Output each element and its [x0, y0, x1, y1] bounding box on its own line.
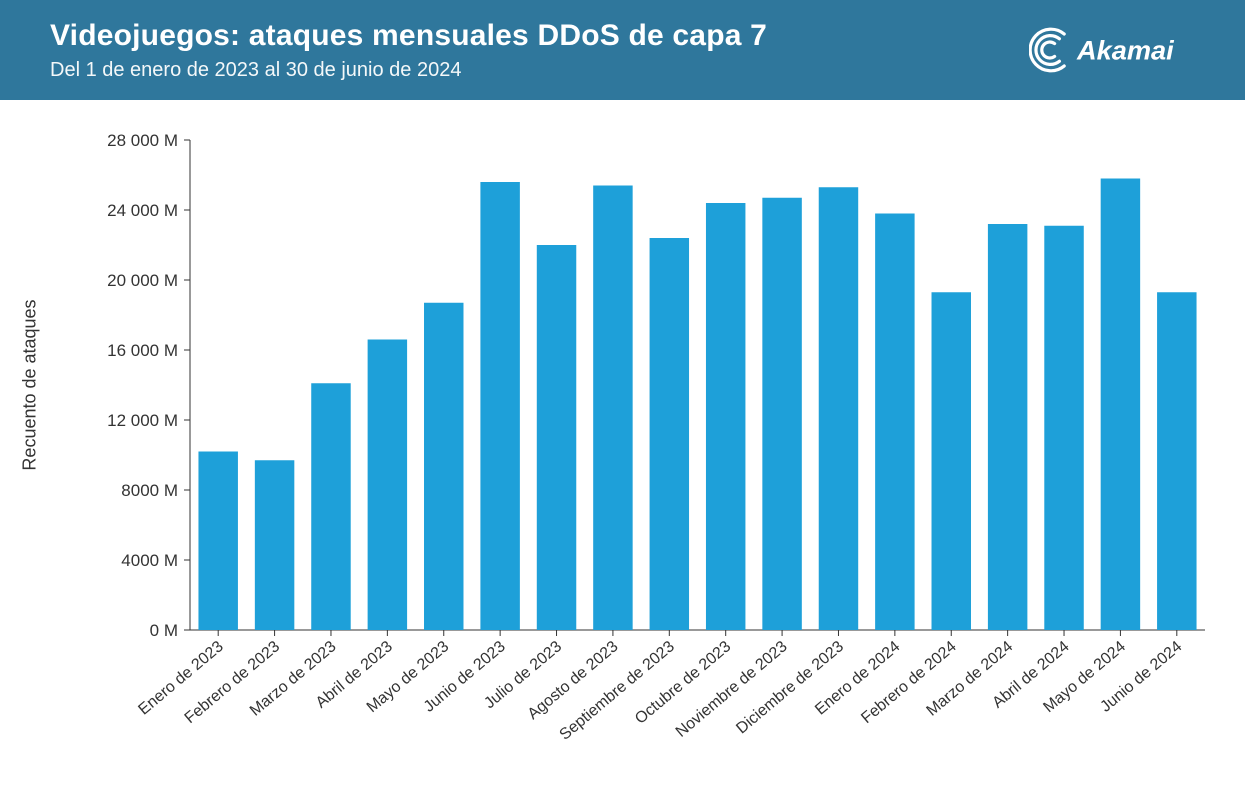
- bar: [593, 186, 632, 631]
- y-tick-label: 16 000 M: [107, 341, 178, 360]
- header-text-block: Videojuegos: ataques mensuales DDoS de c…: [50, 19, 767, 82]
- bar: [875, 214, 914, 631]
- bar: [368, 340, 407, 631]
- bar: [255, 460, 294, 630]
- y-tick-label: 12 000 M: [107, 411, 178, 430]
- bar: [1157, 292, 1196, 630]
- x-tick-label: Diciembre de 2023: [733, 638, 847, 737]
- x-tick-label: Octubre de 2023: [632, 638, 734, 728]
- bar: [480, 182, 519, 630]
- akamai-logo: Akamai: [1029, 26, 1205, 74]
- bar: [537, 245, 576, 630]
- y-tick-label: 24 000 M: [107, 201, 178, 220]
- y-tick-label: 28 000 M: [107, 131, 178, 150]
- x-tick-label: Febrero de 2024: [858, 638, 960, 727]
- y-tick-label: 0 M: [150, 621, 178, 640]
- bar: [198, 452, 237, 631]
- bar: [819, 187, 858, 630]
- bar: [762, 198, 801, 630]
- x-tick-label: Febrero de 2023: [182, 638, 284, 727]
- bar: [650, 238, 689, 630]
- bar: [1044, 226, 1083, 630]
- page: Videojuegos: ataques mensuales DDoS de c…: [0, 0, 1245, 800]
- bar: [1101, 179, 1140, 631]
- bar: [988, 224, 1027, 630]
- logo-text: Akamai: [1076, 35, 1175, 66]
- y-tick-label: 4000 M: [121, 551, 178, 570]
- y-tick-label: 20 000 M: [107, 271, 178, 290]
- page-subtitle: Del 1 de enero de 2023 al 30 de junio de…: [50, 59, 767, 82]
- bar: [706, 203, 745, 630]
- bar-chart: 0 M 4000 M 8000 M 12 000 M 16 000 M 20 000 M 2…: [0, 100, 1245, 800]
- header-bar: Videojuegos: ataques mensuales DDoS de c…: [0, 0, 1245, 100]
- page-title: Videojuegos: ataques mensuales DDoS de c…: [50, 19, 767, 53]
- bar: [311, 383, 350, 630]
- x-tick-label: Noviembre de 2023: [673, 638, 791, 741]
- bar: [424, 303, 463, 630]
- bar: [932, 292, 971, 630]
- chart-area: Recuento de ataques 0 M4000 M8000 M12 00…: [0, 100, 1245, 800]
- y-tick-label: 8000 M: [121, 481, 178, 500]
